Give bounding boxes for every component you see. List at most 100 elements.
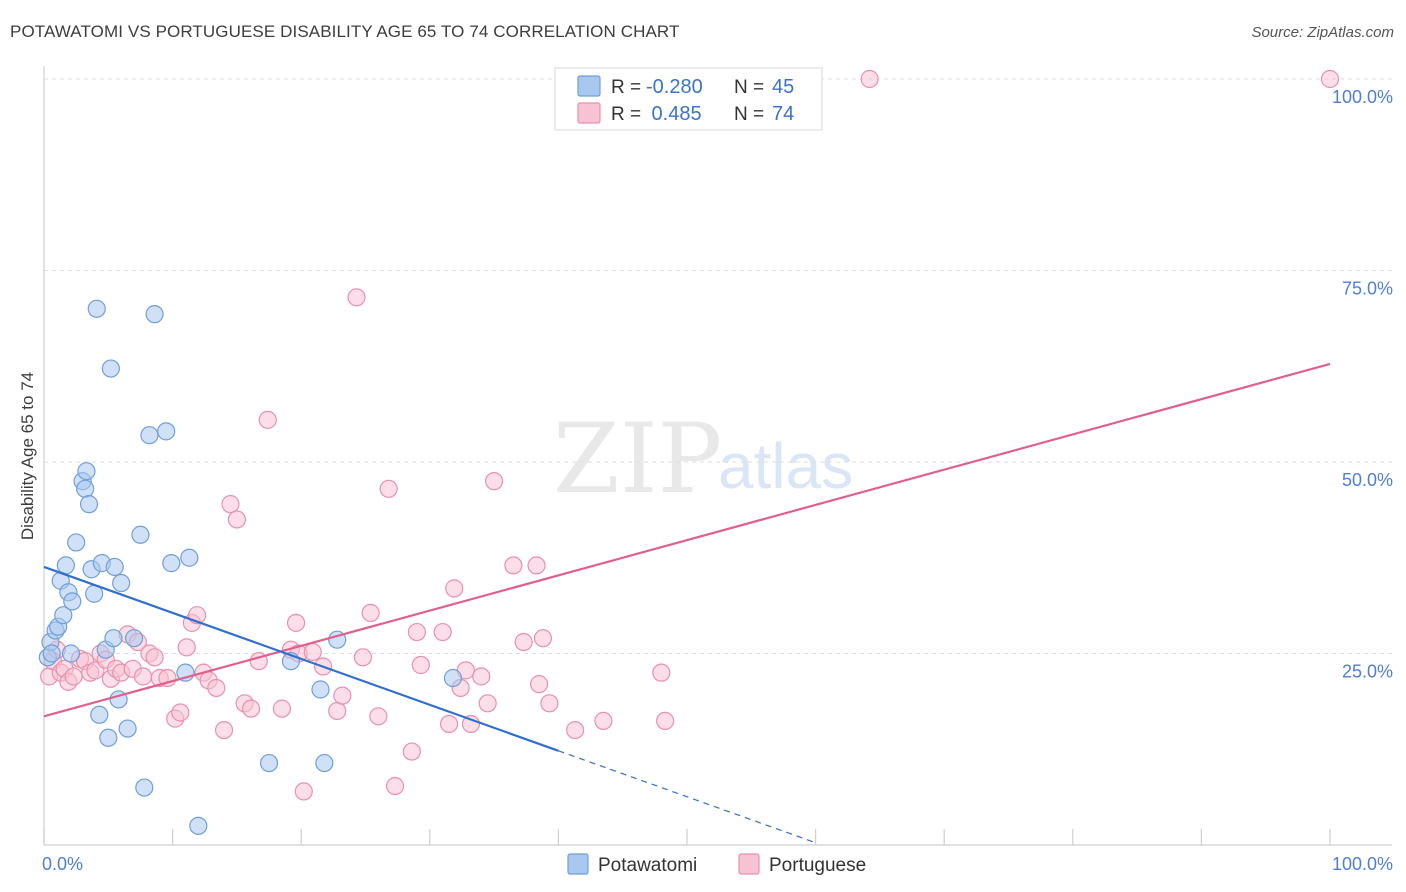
data-point-portuguese bbox=[656, 711, 675, 731]
data-point-portuguese bbox=[402, 742, 421, 761]
data-point-portuguese bbox=[439, 714, 459, 734]
data-point-potawatomi bbox=[118, 719, 137, 738]
legend-r-value-portuguese: 0.485 bbox=[646, 103, 702, 125]
y-tick-label: 75.0% bbox=[1342, 279, 1393, 299]
x-tick-label: 0.0% bbox=[42, 854, 83, 874]
y-tick-label: 25.0% bbox=[1342, 662, 1393, 682]
data-point-portuguese bbox=[652, 663, 671, 682]
bottom-legend-swatch-portuguese bbox=[738, 853, 760, 875]
legend-n-label: N = bbox=[734, 77, 764, 98]
trendline-potawatomi bbox=[43, 565, 559, 752]
data-point-portuguese bbox=[514, 632, 533, 652]
data-point-potawatomi bbox=[101, 359, 120, 378]
x-tick-labels: 0.0% 100.0% bbox=[42, 854, 1393, 874]
data-point-portuguese bbox=[328, 701, 347, 721]
data-point-potawatomi bbox=[77, 462, 96, 481]
data-point-potawatomi bbox=[67, 533, 86, 552]
series-potawatomi-points bbox=[38, 299, 463, 835]
data-point-portuguese bbox=[1320, 69, 1340, 89]
data-point-potawatomi bbox=[189, 816, 208, 835]
legend-r-value-potawatomi: -0.280 bbox=[646, 76, 703, 98]
data-point-potawatomi bbox=[99, 728, 118, 747]
data-point-portuguese bbox=[145, 648, 164, 667]
data-point-potawatomi bbox=[61, 644, 81, 663]
data-point-portuguese bbox=[478, 694, 497, 713]
data-point-portuguese bbox=[177, 638, 196, 657]
data-point-portuguese bbox=[433, 622, 452, 642]
data-point-portuguese bbox=[461, 714, 481, 734]
data-point-portuguese bbox=[527, 556, 546, 575]
y-tick-label: 100.0% bbox=[1332, 87, 1393, 107]
data-point-portuguese bbox=[407, 622, 427, 642]
data-point-portuguese bbox=[294, 782, 313, 801]
legend-r-label: R = bbox=[611, 104, 641, 125]
data-point-potawatomi bbox=[76, 479, 95, 498]
data-point-potawatomi bbox=[42, 644, 61, 663]
data-point-potawatomi bbox=[140, 426, 159, 445]
y-tick-labels: 25.0% 50.0% 75.0% 100.0% bbox=[1332, 87, 1393, 682]
axes bbox=[43, 66, 1392, 846]
data-point-portuguese bbox=[361, 603, 380, 623]
data-point-portuguese bbox=[530, 675, 549, 694]
bottom-legend: Potawatomi Portuguese bbox=[567, 853, 866, 876]
legend-n-value-potawatomi: 45 bbox=[772, 76, 794, 98]
data-point-portuguese bbox=[533, 629, 553, 648]
chart-title: POTAWATOMI VS PORTUGUESE DISABILITY AGE … bbox=[10, 22, 680, 41]
data-point-portuguese bbox=[333, 686, 352, 705]
data-point-potawatomi bbox=[135, 778, 154, 797]
bottom-legend-label-portuguese: Portuguese bbox=[769, 855, 866, 876]
data-point-portuguese bbox=[221, 495, 240, 514]
data-point-portuguese bbox=[227, 510, 246, 529]
data-point-portuguese bbox=[171, 703, 190, 722]
data-point-potawatomi bbox=[112, 573, 131, 593]
data-point-potawatomi bbox=[63, 592, 82, 611]
data-point-portuguese bbox=[369, 707, 388, 726]
legend-box: R = -0.280 N = 45 R = 0.485 N = 74 bbox=[554, 67, 823, 131]
data-point-potawatomi bbox=[131, 525, 150, 544]
data-point-potawatomi bbox=[87, 299, 106, 318]
data-point-portuguese bbox=[445, 579, 464, 598]
data-point-potawatomi bbox=[90, 705, 109, 724]
data-point-portuguese bbox=[133, 667, 153, 686]
data-point-portuguese bbox=[472, 667, 491, 686]
grid-lines bbox=[44, 78, 1392, 654]
legend-n-value-portuguese: 74 bbox=[772, 103, 794, 125]
legend-swatch-potawatomi bbox=[577, 75, 601, 97]
bottom-legend-label-potawatomi: Potawatomi bbox=[598, 855, 697, 876]
data-point-potawatomi bbox=[145, 305, 164, 324]
legend-n-label: N = bbox=[734, 104, 764, 125]
data-point-potawatomi bbox=[162, 554, 181, 573]
source-credit: Source: ZipAtlas.com bbox=[1251, 24, 1394, 41]
data-point-portuguese bbox=[353, 648, 373, 667]
bottom-legend-swatch-potawatomi bbox=[567, 853, 589, 875]
y-axis-label: Disability Age 65 to 74 bbox=[18, 372, 37, 540]
trend-lines bbox=[43, 362, 1331, 844]
legend-swatch-portuguese bbox=[577, 102, 601, 124]
data-point-portuguese bbox=[379, 479, 398, 498]
data-point-potawatomi bbox=[311, 680, 330, 699]
y-tick-label: 50.0% bbox=[1342, 470, 1393, 490]
data-point-potawatomi bbox=[54, 606, 73, 625]
data-point-potawatomi bbox=[56, 556, 75, 575]
trendline-portuguese bbox=[43, 362, 1331, 718]
data-point-potawatomi bbox=[180, 548, 199, 567]
data-point-potawatomi bbox=[259, 753, 279, 773]
data-point-portuguese bbox=[594, 711, 613, 731]
trendline-potawatomi-extension bbox=[558, 750, 816, 844]
data-point-portuguese bbox=[347, 288, 366, 307]
data-point-portuguese bbox=[258, 410, 277, 429]
data-point-potawatomi bbox=[124, 629, 144, 648]
data-point-potawatomi bbox=[315, 753, 334, 773]
watermark-zip: ZIP bbox=[553, 403, 722, 515]
data-point-potawatomi bbox=[79, 495, 99, 514]
data-point-portuguese bbox=[485, 472, 504, 491]
data-point-portuguese bbox=[64, 667, 83, 686]
data-point-portuguese bbox=[540, 694, 559, 713]
data-point-portuguese bbox=[411, 655, 430, 675]
data-point-portuguese bbox=[860, 69, 879, 89]
data-point-portuguese bbox=[385, 776, 405, 796]
data-point-potawatomi bbox=[443, 668, 463, 688]
data-point-portuguese bbox=[286, 613, 306, 632]
data-point-potawatomi bbox=[157, 422, 176, 441]
